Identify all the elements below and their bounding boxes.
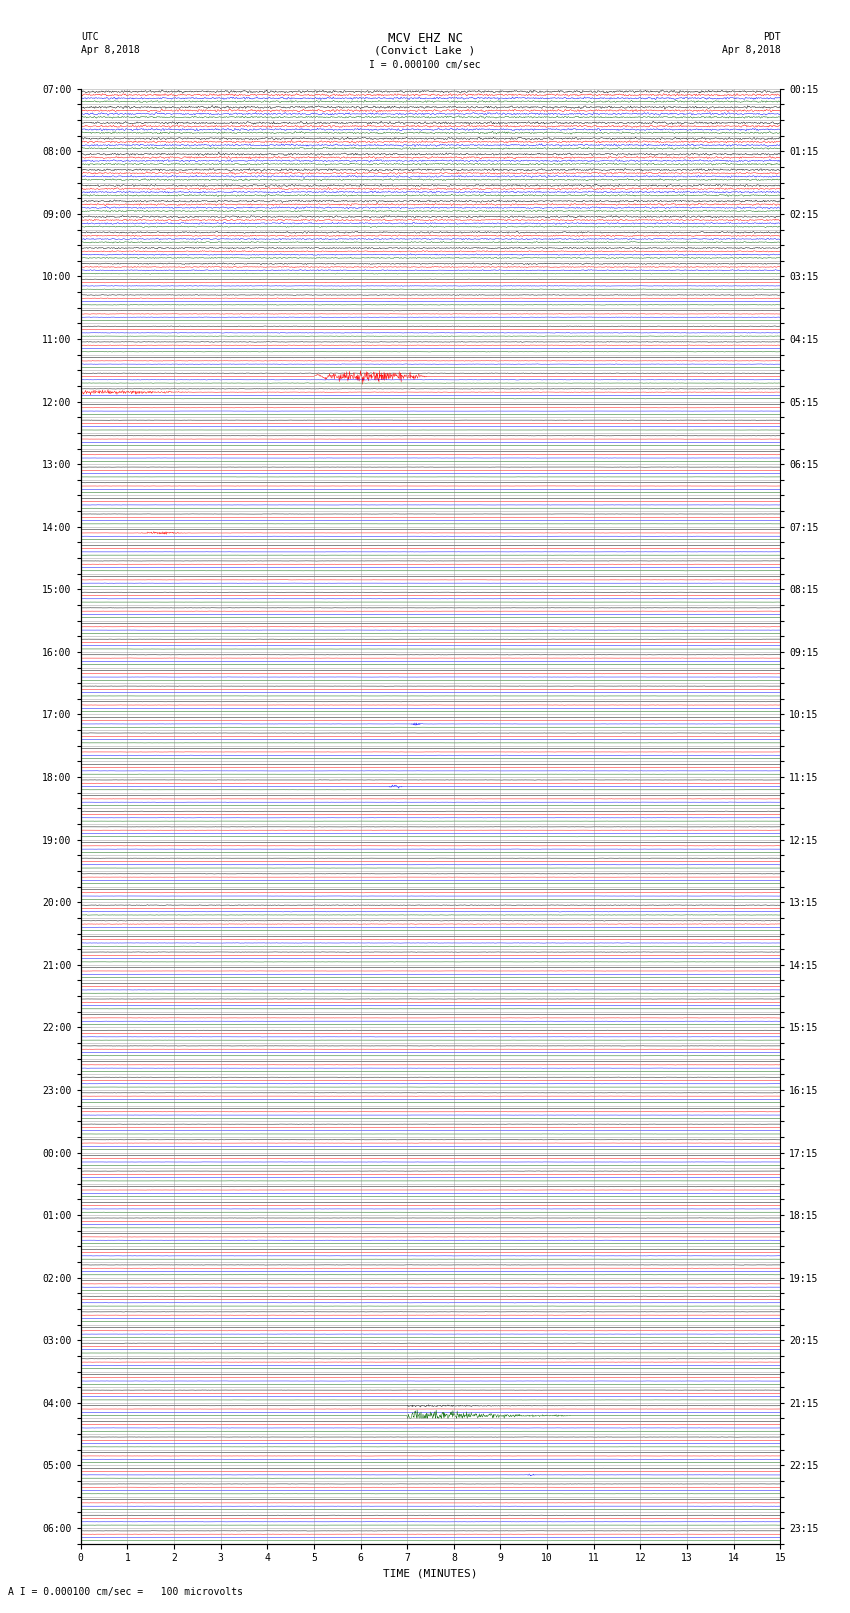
Text: MCV EHZ NC: MCV EHZ NC xyxy=(388,32,462,45)
X-axis label: TIME (MINUTES): TIME (MINUTES) xyxy=(383,1569,478,1579)
Text: Apr 8,2018: Apr 8,2018 xyxy=(81,45,139,55)
Text: PDT: PDT xyxy=(762,32,780,42)
Text: UTC: UTC xyxy=(81,32,99,42)
Text: Apr 8,2018: Apr 8,2018 xyxy=(722,45,780,55)
Text: I = 0.000100 cm/sec: I = 0.000100 cm/sec xyxy=(369,60,481,69)
Text: (Convict Lake ): (Convict Lake ) xyxy=(374,45,476,55)
Text: A I = 0.000100 cm/sec =   100 microvolts: A I = 0.000100 cm/sec = 100 microvolts xyxy=(8,1587,243,1597)
